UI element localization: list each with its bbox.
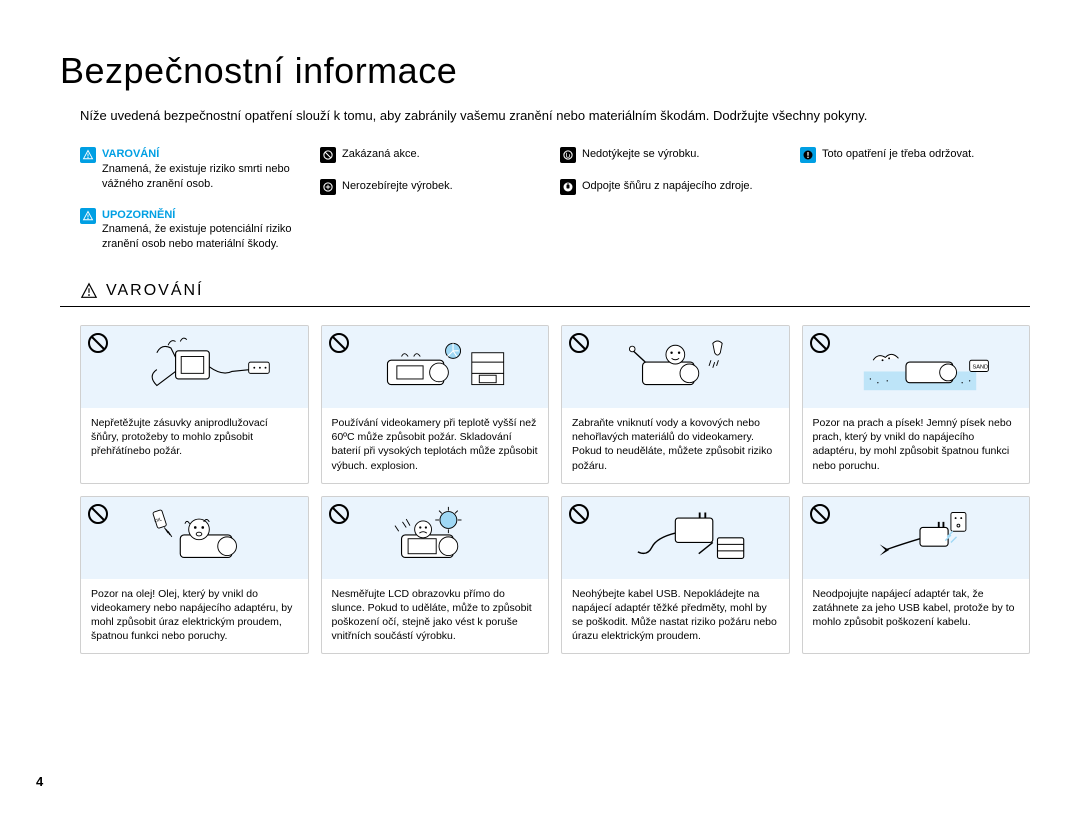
card-text: Používání videokamery při teplotě vyšší … — [322, 408, 549, 483]
legend-col-3: Nedotýkejte se výrobku. Odpojte šňůru z … — [560, 147, 790, 252]
page-number: 4 — [36, 774, 43, 789]
warnings-row-2: OIL Pozor na olej! Olej, který by vnikl … — [60, 496, 1030, 655]
legend-title: VAROVÁNÍ — [102, 147, 310, 162]
legend-grid: VAROVÁNÍ Znamená, že existuje riziko smr… — [60, 147, 1030, 252]
legend-col-1: VAROVÁNÍ Znamená, že existuje riziko smr… — [80, 147, 310, 252]
card-text: Nepřetěžujte zásuvky aniprodlužovací šňů… — [81, 408, 308, 469]
legend-item: Zakázaná akce. — [320, 147, 550, 163]
legend-title: UPOZORNĚNÍ — [102, 208, 310, 223]
intro-text: Níže uvedená bezpečnostní opatření slouž… — [60, 108, 1030, 123]
card-illustration — [81, 326, 308, 408]
legend-text: Znamená, že existuje potenciální riziko … — [102, 223, 292, 250]
card-text: Pozor na olej! Olej, který by vnikl do v… — [81, 579, 308, 654]
card-illustration — [322, 326, 549, 408]
legend-text: Nedotýkejte se výrobku. — [582, 147, 699, 162]
no-disassemble-icon — [320, 179, 336, 195]
warning-card: OIL Pozor na olej! Olej, který by vnikl … — [80, 496, 309, 655]
bend-cable-drawing — [591, 505, 760, 571]
section-heading-text: VAROVÁNÍ — [106, 282, 204, 300]
card-text: Neohýbejte kabel USB. Nepokládejte na na… — [562, 579, 789, 654]
warning-card: Zabraňte vniknutí vody a kovových nebo n… — [561, 325, 790, 484]
legend-col-2: Zakázaná akce. Nerozebírejte výrobek. — [320, 147, 550, 252]
legend-item: Toto opatření je třeba održovat. — [800, 147, 1030, 163]
legend-col-4: Toto opatření je třeba održovat. — [800, 147, 1030, 252]
warnings-row-1: Nepřetěžujte zásuvky aniprodlužovací šňů… — [60, 325, 1030, 484]
warning-card: Nepřetěžujte zásuvky aniprodlužovací šňů… — [80, 325, 309, 484]
pull-cable-drawing — [831, 505, 1000, 571]
legend-text: Nerozebírejte výrobek. — [342, 179, 453, 194]
warning-card: Nesměřujte LCD obrazovku přímo do slunce… — [321, 496, 550, 655]
sun-lcd-drawing — [350, 505, 519, 571]
card-illustration — [322, 497, 549, 579]
legend-text: Odpojte šňůru z napájecího zdroje. — [582, 179, 753, 194]
card-illustration — [562, 326, 789, 408]
card-text: Neodpojujte napájecí adaptér tak, že zat… — [803, 579, 1030, 640]
legend-item: Odpojte šňůru z napájecího zdroje. — [560, 179, 790, 195]
legend-text: Zakázaná akce. — [342, 147, 420, 162]
warning-card: SAND Pozor na prach a písek! Jemný písek… — [802, 325, 1031, 484]
card-illustration — [803, 497, 1030, 579]
prohibit-icon — [320, 147, 336, 163]
card-text: Zabraňte vniknutí vody a kovových nebo n… — [562, 408, 789, 483]
legend-text: Toto opatření je třeba održovat. — [822, 147, 974, 162]
card-illustration — [562, 497, 789, 579]
warning-card: Neohýbejte kabel USB. Nepokládejte na na… — [561, 496, 790, 655]
water-metal-drawing — [591, 334, 760, 400]
svg-text:SAND: SAND — [973, 365, 989, 371]
no-touch-icon — [560, 147, 576, 163]
warning-triangle-icon — [80, 147, 96, 163]
heat-drawing — [350, 334, 519, 400]
page-title: Bezpečnostní informace — [60, 50, 1030, 92]
legend-text: Znamená, že existuje riziko smrti nebo v… — [102, 163, 290, 190]
exclaim-icon — [800, 147, 816, 163]
legend-item: UPOZORNĚNÍ Znamená, že existuje potenciá… — [80, 208, 310, 253]
legend-item: Nerozebírejte výrobek. — [320, 179, 550, 195]
legend-item: VAROVÁNÍ Znamená, že existuje riziko smr… — [80, 147, 310, 192]
warning-card: Neodpojujte napájecí adaptér tak, že zat… — [802, 496, 1031, 655]
dust-sand-drawing: SAND — [831, 334, 1000, 400]
card-text: Pozor na prach a písek! Jemný písek nebo… — [803, 408, 1030, 483]
oil-drawing: OIL — [110, 505, 279, 571]
card-text: Nesměřujte LCD obrazovku přímo do slunce… — [322, 579, 549, 654]
unplug-icon — [560, 179, 576, 195]
warning-triangle-icon — [80, 208, 96, 224]
legend-item: Nedotýkejte se výrobku. — [560, 147, 790, 163]
card-illustration: SAND — [803, 326, 1030, 408]
overload-outlet-drawing — [110, 334, 279, 400]
warning-card: Používání videokamery při teplotě vyšší … — [321, 325, 550, 484]
card-illustration: OIL — [81, 497, 308, 579]
warning-triangle-icon — [80, 282, 98, 300]
section-heading: VAROVÁNÍ — [60, 282, 1030, 307]
